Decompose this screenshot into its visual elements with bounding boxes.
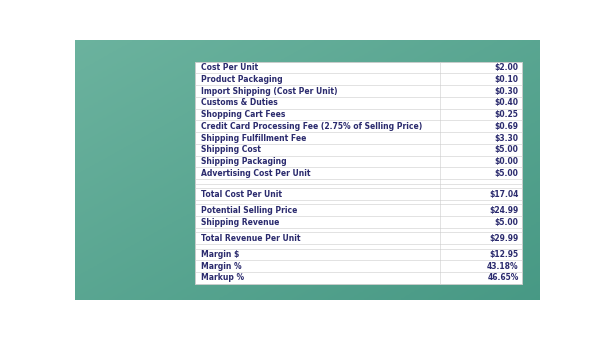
Text: $24.99: $24.99	[490, 206, 518, 215]
Text: $5.00: $5.00	[495, 145, 518, 154]
Text: $2.00: $2.00	[494, 63, 518, 72]
Text: $0.30: $0.30	[494, 87, 518, 96]
Text: Import Shipping (Cost Per Unit): Import Shipping (Cost Per Unit)	[200, 87, 337, 96]
Text: Shipping Revenue: Shipping Revenue	[200, 217, 279, 226]
Text: $29.99: $29.99	[490, 234, 518, 243]
Text: Cost Per Unit: Cost Per Unit	[200, 63, 257, 72]
Text: $0.69: $0.69	[494, 122, 518, 131]
Text: $0.10: $0.10	[494, 75, 518, 84]
Text: Total Revenue Per Unit: Total Revenue Per Unit	[200, 234, 300, 243]
Text: $0.25: $0.25	[495, 110, 518, 119]
Text: 46.65%: 46.65%	[487, 273, 518, 282]
FancyBboxPatch shape	[195, 62, 523, 284]
Text: Customs & Duties: Customs & Duties	[200, 98, 277, 108]
Text: $5.00: $5.00	[495, 169, 518, 178]
Text: Shopping Cart Fees: Shopping Cart Fees	[200, 110, 285, 119]
Text: Total Cost Per Unit: Total Cost Per Unit	[200, 189, 281, 198]
Text: $12.95: $12.95	[490, 250, 518, 259]
Text: $17.04: $17.04	[489, 189, 518, 198]
Text: $0.00: $0.00	[494, 157, 518, 166]
Text: $3.30: $3.30	[494, 133, 518, 143]
Text: Margin %: Margin %	[200, 262, 241, 271]
Text: Margin $: Margin $	[200, 250, 239, 259]
Text: Product Packaging: Product Packaging	[200, 75, 282, 84]
Text: $5.00: $5.00	[495, 217, 518, 226]
Text: Credit Card Processing Fee (2.75% of Selling Price): Credit Card Processing Fee (2.75% of Sel…	[200, 122, 422, 131]
Text: Markup %: Markup %	[200, 273, 244, 282]
Text: 43.18%: 43.18%	[487, 262, 518, 271]
Text: Advertising Cost Per Unit: Advertising Cost Per Unit	[200, 169, 310, 178]
Text: Shipping Cost: Shipping Cost	[200, 145, 260, 154]
Text: Shipping Packaging: Shipping Packaging	[200, 157, 286, 166]
Text: Shipping Fulfillment Fee: Shipping Fulfillment Fee	[200, 133, 306, 143]
Text: Potential Selling Price: Potential Selling Price	[200, 206, 297, 215]
Text: $0.40: $0.40	[494, 98, 518, 108]
